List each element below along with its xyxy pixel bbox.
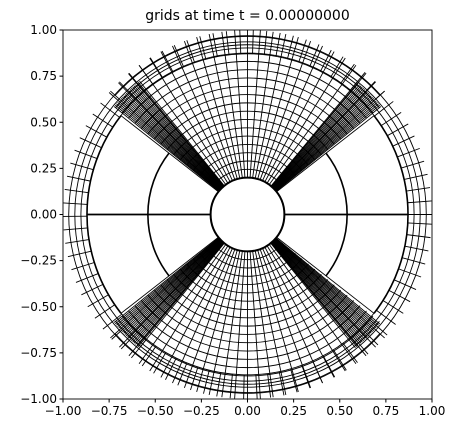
y-tick-label: −0.25 (20, 254, 57, 268)
mesh-line (130, 89, 222, 187)
mesh-line (124, 240, 221, 333)
mesh-line (272, 88, 363, 187)
x-tick-label: 0.75 (373, 404, 400, 418)
x-tick-label: 0.50 (326, 404, 353, 418)
mesh-line (250, 251, 260, 398)
x-tick-label: 0.25 (280, 404, 307, 418)
mesh-line (126, 93, 221, 188)
mesh-line (275, 239, 377, 327)
inner-boundary (211, 178, 285, 252)
mesh-line (274, 94, 370, 188)
y-tick-label: 0.50 (30, 115, 57, 129)
mesh-line (125, 94, 221, 188)
mesh-line (120, 239, 220, 329)
mesh-line (135, 242, 223, 344)
mesh-line (275, 100, 375, 190)
mesh-line (118, 102, 220, 190)
mesh (63, 30, 432, 399)
mesh-line (271, 243, 358, 346)
mesh-line (235, 251, 245, 398)
mesh-line (130, 241, 222, 339)
y-tick-label: −1.00 (20, 392, 57, 406)
mesh-line (274, 240, 370, 334)
x-tick-label: −0.25 (183, 404, 220, 418)
mesh-line (274, 240, 371, 333)
x-tick-label: −1.00 (45, 404, 82, 418)
mesh-line (235, 30, 245, 177)
chart-title: grids at time t = 0.00000000 (145, 8, 350, 24)
mesh-line (275, 239, 375, 329)
x-tick-label: 0.00 (234, 404, 261, 418)
y-tick-label: −0.75 (20, 346, 57, 360)
mesh-line (272, 242, 363, 341)
mesh-line (274, 93, 369, 188)
y-tick-label: 1.00 (30, 23, 57, 37)
mesh-line (118, 239, 220, 327)
x-tick-label: −0.75 (91, 404, 128, 418)
mesh-line (135, 85, 223, 187)
mesh-line (274, 241, 369, 336)
mesh-line (275, 102, 377, 190)
mesh-line (131, 242, 222, 341)
x-tick-label: 1.00 (419, 404, 446, 418)
mesh-line (273, 241, 365, 339)
mesh-line (124, 96, 221, 189)
y-tick-label: 0.75 (30, 69, 57, 83)
mesh-line (126, 241, 221, 336)
mesh-line (125, 240, 221, 334)
mesh-line (131, 88, 222, 187)
mesh-line (250, 30, 260, 177)
mesh-line (273, 89, 365, 187)
mesh-line (274, 96, 371, 189)
y-tick-label: −0.50 (20, 300, 57, 314)
mesh-line (272, 85, 360, 187)
y-tick-label: 0.00 (30, 208, 57, 222)
mesh-line (120, 100, 220, 190)
x-tick-label: −0.50 (137, 404, 174, 418)
y-tick-label: 0.25 (30, 161, 57, 175)
mesh-line (272, 242, 360, 344)
